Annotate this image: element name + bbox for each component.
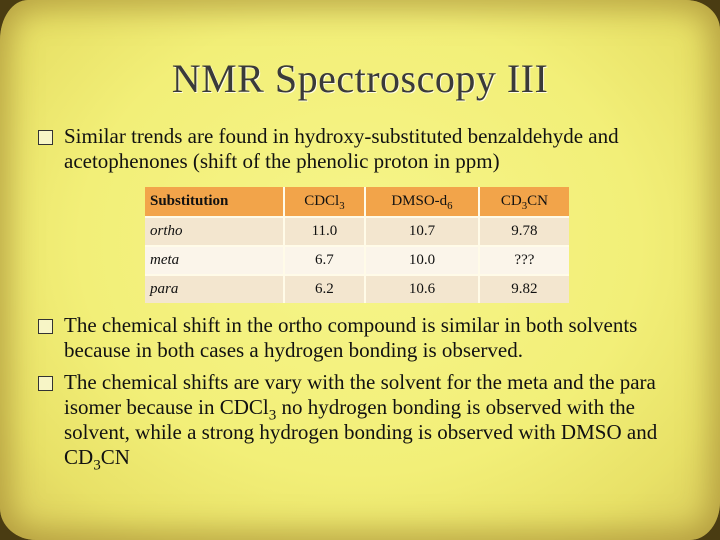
table-row: ortho 11.0 10.7 9.78 xyxy=(145,216,569,246)
row-label: para xyxy=(145,274,284,303)
bullet-1-text: Similar trends are found in hydroxy-subs… xyxy=(64,124,619,173)
bullet-1: Similar trends are found in hydroxy-subs… xyxy=(38,124,686,174)
bullet-box-icon xyxy=(38,376,53,391)
cell-cd3cn: 9.78 xyxy=(477,216,569,246)
table-row: para 6.2 10.6 9.82 xyxy=(145,274,569,303)
cell-dmso: 10.0 xyxy=(364,245,479,275)
bullet-2-text: The chemical shift in the ortho compound… xyxy=(64,313,638,362)
cell-cd3cn: ??? xyxy=(477,245,569,275)
header-cd3cn: CD3CN xyxy=(477,187,569,217)
bullet-3: The chemical shifts are vary with the so… xyxy=(38,370,686,474)
header-substitution: Substitution xyxy=(145,187,284,217)
bullet-2: The chemical shift in the ortho compound… xyxy=(38,313,686,363)
cell-cdcl3: 6.2 xyxy=(282,274,366,303)
nmr-shift-table: Substitution CDCl3 DMSO-d6 CD3CN ortho 1… xyxy=(145,187,569,303)
cell-dmso: 10.6 xyxy=(364,274,479,303)
table-row: meta 6.7 10.0 ??? xyxy=(145,245,569,275)
cell-cdcl3: 6.7 xyxy=(282,245,366,275)
bullet-3-text: The chemical shifts are vary with the so… xyxy=(64,370,658,474)
bullet-box-icon xyxy=(38,319,53,334)
cell-cdcl3: 11.0 xyxy=(282,216,366,246)
row-label: ortho xyxy=(145,216,284,246)
slide-title: NMR Spectroscopy III xyxy=(171,56,549,101)
row-label: meta xyxy=(145,245,284,275)
cell-cd3cn: 9.82 xyxy=(477,274,569,303)
header-cdcl3: CDCl3 xyxy=(282,187,366,217)
header-dmso: DMSO-d6 xyxy=(364,187,479,217)
table-header-row: Substitution CDCl3 DMSO-d6 CD3CN xyxy=(145,187,569,217)
bullet-box-icon xyxy=(38,130,53,145)
cell-dmso: 10.7 xyxy=(364,216,479,246)
